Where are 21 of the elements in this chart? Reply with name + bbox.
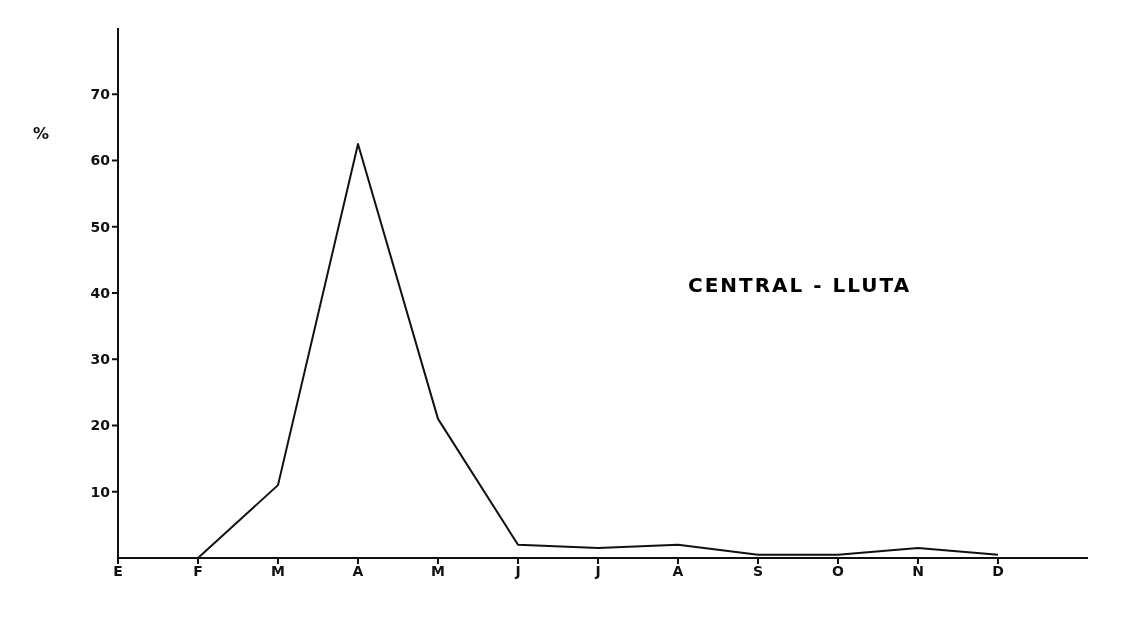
y-tick-label: 10: [90, 483, 111, 500]
annotation: CENTRAL - LLUTA: [688, 273, 912, 297]
x-tick-label: M: [431, 562, 445, 579]
x-tick-label: O: [832, 562, 845, 579]
y-tick-label: 40: [90, 284, 111, 301]
x-tick-label: S: [752, 562, 764, 579]
x-tick-label: F: [193, 562, 203, 579]
x-tick-label: M: [271, 562, 285, 579]
x-tick-label: D: [992, 562, 1004, 579]
x-tick-label: A: [672, 562, 684, 579]
y-tick-label: 50: [90, 218, 111, 235]
x-tick-label: J: [514, 562, 521, 579]
y-tick-label: 70: [90, 86, 111, 103]
x-tick-label: E: [113, 562, 123, 579]
x-tick-label: N: [912, 562, 924, 579]
x-tick-label: J: [594, 562, 601, 579]
y-tick-label: 60: [90, 152, 111, 169]
y-tick-label: 20: [90, 417, 111, 434]
y-tick-label: 30: [90, 351, 111, 368]
y-axis-title: %: [33, 124, 50, 144]
x-tick-label: A: [352, 562, 364, 579]
